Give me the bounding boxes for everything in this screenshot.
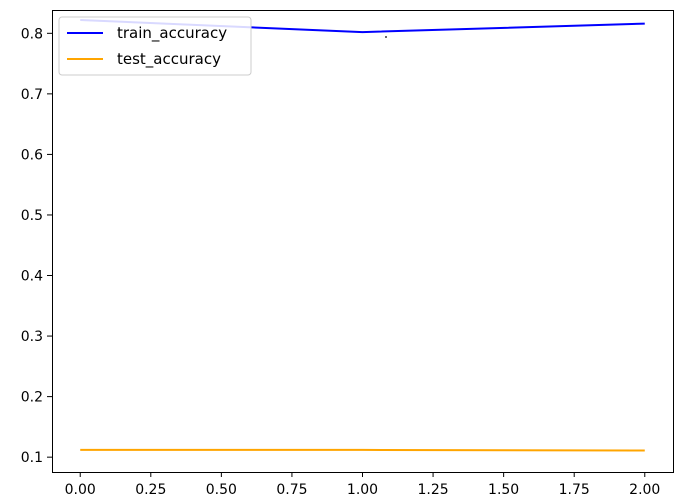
y-tick-label: 0.6 (21, 147, 43, 163)
series-line-test-accuracy (80, 448, 645, 452)
legend-box (58, 16, 252, 76)
y-tick-label: 0.7 (21, 87, 43, 103)
y-tick-label: 0.2 (21, 390, 43, 406)
y-tick-label: 0.4 (21, 269, 43, 285)
y-tick-label: 0.1 (21, 450, 43, 466)
x-tick-label: 1.00 (347, 482, 378, 498)
x-tick-label: 2.00 (629, 482, 660, 498)
x-tick-label: 0.75 (276, 482, 307, 498)
y-tick-label: 0.8 (21, 26, 43, 42)
legend-label: train_accuracy (117, 24, 227, 43)
y-tick-label: 0.3 (21, 329, 43, 345)
y-axis: 0.1 0.2 0.3 0.4 0.5 0.6 0.7 0.8 (21, 26, 52, 466)
stray-dot (385, 36, 387, 38)
legend-label: test_accuracy (117, 50, 221, 69)
y-tick-label: 0.5 (21, 208, 43, 224)
x-tick-label: 1.75 (559, 482, 590, 498)
x-tick-label: 0.00 (65, 482, 96, 498)
x-tick-label: 1.25 (417, 482, 448, 498)
x-axis: 0.00 0.25 0.50 0.75 1.00 1.25 1.50 1.75 2.00 (65, 472, 660, 498)
x-tick-label: 0.25 (135, 482, 166, 498)
x-tick-label: 0.50 (206, 482, 237, 498)
x-tick-label: 1.50 (488, 482, 519, 498)
legend: train_accuracy test_accuracy (58, 16, 252, 76)
